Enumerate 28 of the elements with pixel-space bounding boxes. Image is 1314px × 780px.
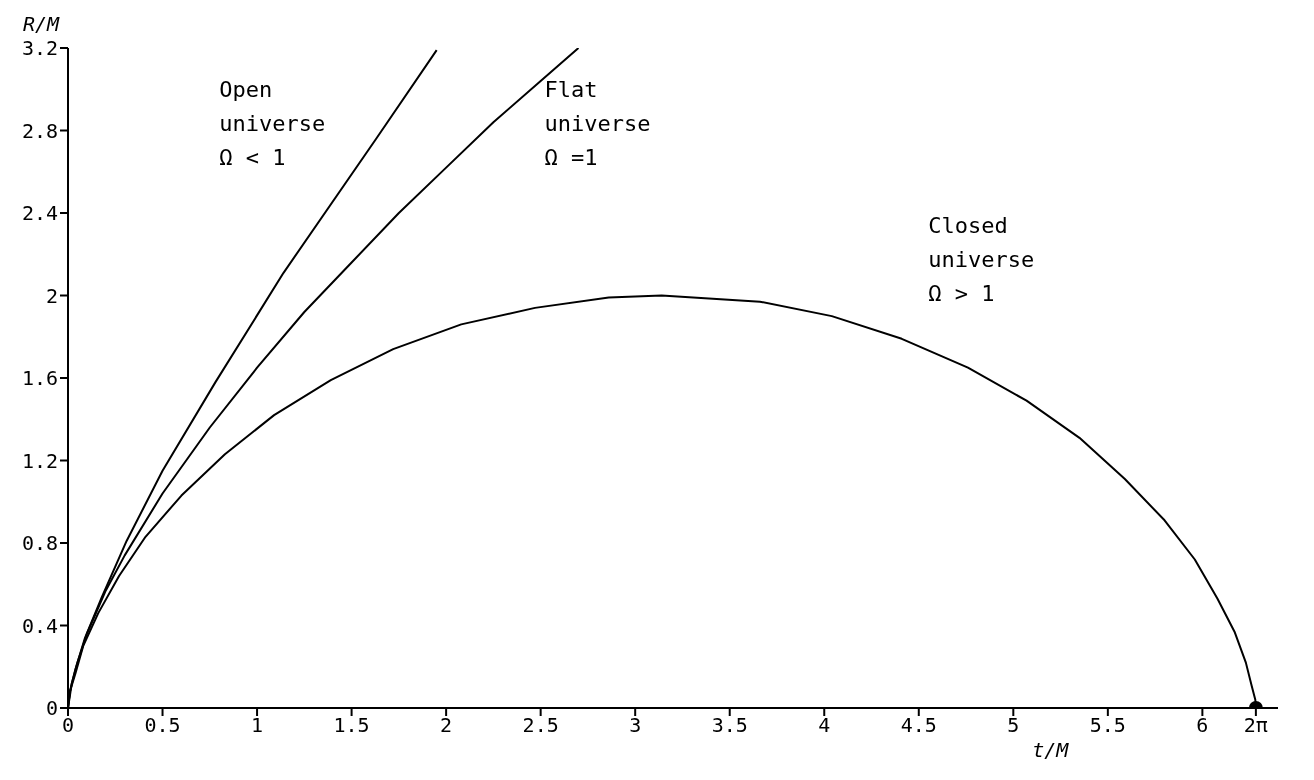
- x-tick-label: 2: [440, 713, 453, 738]
- x-tick-label: 1.5: [333, 713, 370, 738]
- y-tick-label: 2.8: [21, 118, 58, 143]
- series-label: Flat universe Ω =1: [544, 75, 651, 172]
- x-tick-label: 0.5: [144, 713, 181, 738]
- x-tick-label: 4.5: [900, 713, 937, 738]
- x-tick-label: 3.5: [711, 713, 748, 738]
- y-tick-label: 2.4: [21, 201, 58, 226]
- y-tick-label: 0: [45, 696, 58, 721]
- x-tick-label: 6: [1196, 713, 1209, 738]
- y-tick-label: 0.4: [21, 613, 58, 638]
- x-tick-label: 5.5: [1089, 713, 1126, 738]
- x-tick-label: 4: [818, 713, 831, 738]
- x-tick-label: 3: [629, 713, 642, 738]
- y-tick-label: 3.2: [21, 36, 58, 61]
- x-tick-label: 0: [61, 713, 75, 738]
- y-axis-title: R/M: [23, 12, 60, 36]
- x-tick-label: 1: [251, 713, 264, 738]
- x-tick-label: 5: [1007, 713, 1020, 738]
- x-axis-title: t/M: [1032, 738, 1069, 762]
- y-tick-label: 1.6: [21, 366, 58, 391]
- x-tick-label: 2π: [1243, 713, 1268, 738]
- x-tick-label: 2.5: [522, 713, 559, 738]
- series-label: Closed universe Ω > 1: [928, 211, 1035, 308]
- y-tick-label: 1.2: [21, 448, 58, 473]
- y-tick-label: 0.8: [21, 531, 58, 556]
- series-label: Open universe Ω < 1: [219, 75, 326, 172]
- y-tick-label: 2: [45, 283, 58, 308]
